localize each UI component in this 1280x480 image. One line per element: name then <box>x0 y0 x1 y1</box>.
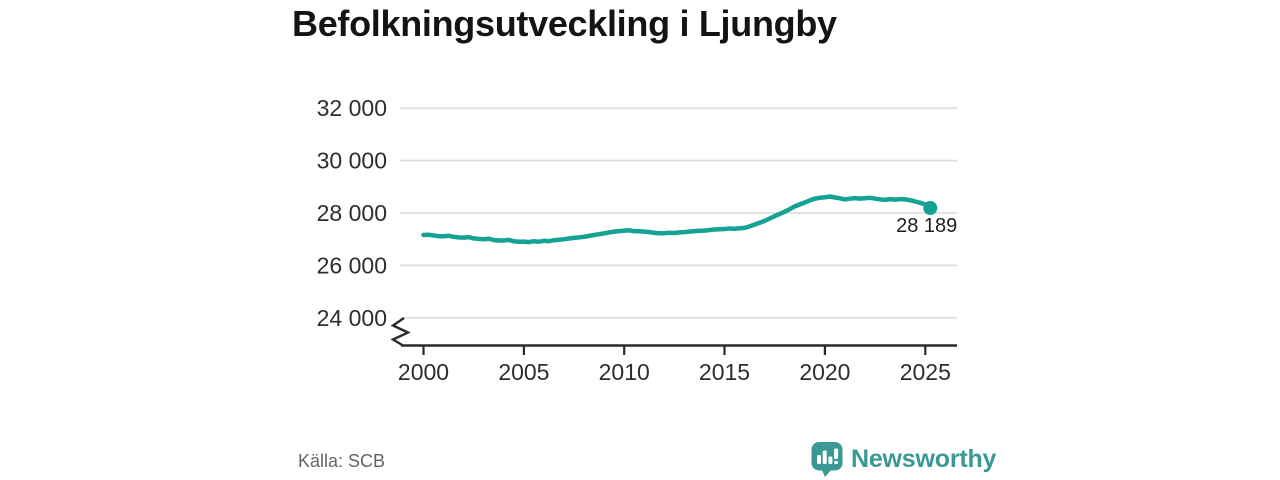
y-tick-label: 28 000 <box>317 200 387 226</box>
source-note: Källa: SCB <box>298 451 386 471</box>
population-line <box>421 194 933 245</box>
last-value-label: 28 189 <box>896 215 957 237</box>
newsworthy-wordmark: Newsworthy <box>851 444 997 473</box>
chart-title: Befolkningsutveckling i Ljungby <box>292 3 837 44</box>
y-tick-label: 24 000 <box>317 305 387 331</box>
axis-break-icon <box>390 317 411 347</box>
x-tick-label: 2015 <box>699 359 750 385</box>
newsworthy-speech-bubble-bar-chart-icon <box>811 442 843 477</box>
x-tick-label: 2000 <box>398 359 449 385</box>
y-tick-label: 32 000 <box>317 95 387 121</box>
y-tick-label: 30 000 <box>317 148 387 174</box>
last-point-marker <box>923 201 938 215</box>
y-tick-label: 26 000 <box>317 252 387 278</box>
x-tick-label: 2025 <box>900 359 951 385</box>
x-tick-label: 2005 <box>498 359 549 385</box>
newsworthy-logo: Newsworthy <box>810 440 996 478</box>
x-tick-label: 2010 <box>599 359 650 385</box>
x-tick-label: 2020 <box>799 359 850 385</box>
